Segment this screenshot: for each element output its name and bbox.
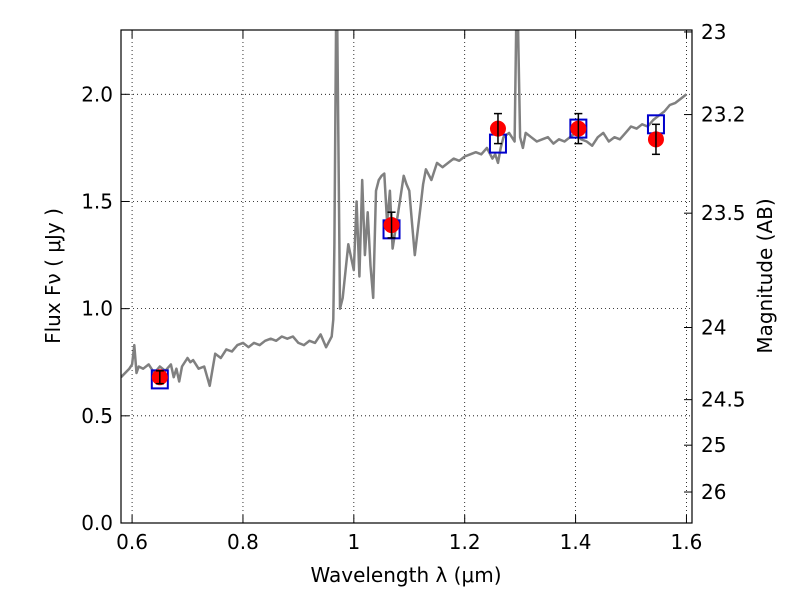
- spectrum-line: [121, 30, 688, 388]
- y-tick-label: 1.0: [81, 297, 113, 321]
- y-tick-label: 1.5: [81, 189, 113, 213]
- magnitude-tick-label: 23.5: [701, 201, 746, 225]
- magnitude-tick-label: 25: [701, 433, 726, 457]
- observed-photometry: [151, 112, 664, 386]
- y-axis-label: Flux Fν ( μJy ): [41, 208, 65, 344]
- x-tick-label: 0.8: [227, 530, 259, 554]
- magnitude-tick-label: 24.5: [701, 388, 746, 412]
- model-spectrum: [121, 30, 688, 388]
- grid: [121, 30, 692, 524]
- y-tick-label: 2.0: [81, 82, 113, 106]
- y-tick-label: 0.5: [81, 404, 113, 428]
- x-tick-label: 1.2: [449, 530, 481, 554]
- magnitude-axis: 23 23.2 23.5 24 24.5 25 26: [684, 20, 746, 504]
- magnitude-tick-label: 24: [701, 316, 726, 340]
- model-photometry: [150, 114, 665, 390]
- x-tick-label: 1: [347, 530, 360, 554]
- y-axis: 0.0 0.5 1.0 1.5 2.0: [81, 82, 129, 535]
- magnitude-axis-label: Magnitude (AB): [753, 198, 777, 353]
- x-tick-label: 1.4: [560, 530, 592, 554]
- x-axis: 0.6 0.8 1 1.2 1.4 1.6: [116, 30, 702, 554]
- x-tick-label: 1.6: [671, 530, 703, 554]
- magnitude-tick-label: 26: [701, 480, 726, 504]
- magnitude-tick-label: 23: [701, 20, 726, 44]
- x-tick-label: 0.6: [116, 530, 148, 554]
- magnitude-tick-label: 23.2: [701, 103, 746, 127]
- y-tick-label: 0.0: [81, 511, 113, 535]
- x-axis-label: Wavelength λ (μm): [310, 563, 501, 587]
- plot-frame: [120, 29, 693, 524]
